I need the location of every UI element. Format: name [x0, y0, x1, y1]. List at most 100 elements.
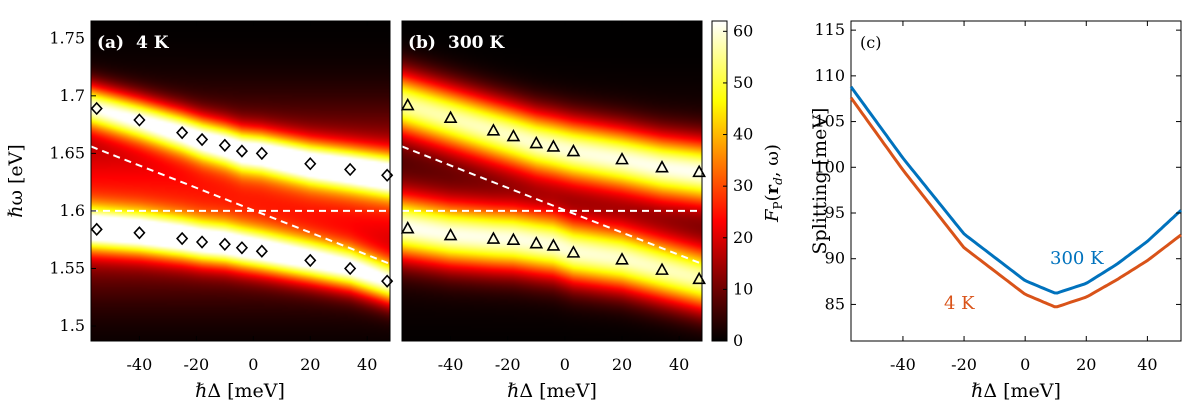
colorbar-tick-label: 40 — [733, 125, 753, 144]
y-tick-label: 1.6 — [60, 201, 85, 220]
x-tick-label: -40 — [127, 355, 153, 374]
marker-lower — [235, 241, 249, 255]
marker-lower — [400, 221, 415, 234]
dashed-lines-b — [401, 145, 703, 265]
colorbar-tick-label: 0 — [733, 331, 743, 350]
y-axis-label-a: ℏω [eV] — [5, 144, 27, 218]
marker-lower — [304, 253, 317, 268]
panel-title-b: 300 K — [448, 33, 505, 53]
x-tick-label: -20 — [951, 355, 977, 374]
x-tick-label: -40 — [890, 355, 916, 374]
x-tick-label: -20 — [183, 355, 209, 374]
marker-lower — [90, 222, 103, 237]
colorbar-label: FP(rd, ω) — [762, 144, 785, 223]
panel-label-c: (c) — [860, 33, 881, 52]
y-tick-label: 115 — [814, 20, 845, 39]
x-ticks-c: -40 -20 0 20 40 — [890, 21, 1158, 374]
marker-upper — [615, 151, 629, 165]
colorbar-tick-label: 50 — [733, 73, 753, 92]
x-tick-label: 20 — [1076, 355, 1096, 374]
marker-lower — [506, 232, 521, 246]
marker-lower — [176, 231, 189, 246]
x-ticks-b: -40 -20 0 20 40 — [438, 21, 689, 374]
marker-upper — [235, 144, 249, 158]
series-line-300k — [849, 85, 1183, 295]
marker-lower — [486, 231, 501, 244]
marker-lower — [255, 244, 268, 258]
x-tick-label: 0 — [560, 355, 570, 374]
dashed-line-diagonal — [401, 145, 703, 265]
heatmap-b-image — [402, 21, 702, 341]
marker-upper — [566, 143, 581, 157]
marker-upper — [400, 97, 415, 111]
x-axis-label-c: ℏΔ [meV] — [971, 380, 1061, 402]
y-tick-label: 1.75 — [49, 28, 85, 47]
series-label-4k: 4 K — [944, 293, 975, 314]
panel-label-b: (b) — [408, 33, 436, 53]
axes-frame-b — [401, 20, 703, 342]
marker-upper — [546, 139, 561, 152]
panel-title-a: 4 K — [136, 33, 170, 53]
marker-upper — [655, 160, 669, 173]
marker-upper — [133, 113, 146, 127]
marker-lower — [529, 235, 544, 249]
marker-upper — [529, 135, 544, 149]
x-axis-label-a: ℏΔ [meV] — [195, 380, 285, 402]
marker-lower — [344, 261, 357, 276]
marker-upper — [90, 101, 103, 116]
marker-lower — [195, 235, 209, 249]
marker-upper — [195, 132, 209, 147]
x-tick-label: 40 — [669, 355, 689, 374]
marker-lower — [133, 226, 146, 240]
y-tick-label: 95 — [825, 203, 845, 222]
y-tick-label: 1.7 — [60, 86, 85, 105]
lines-c — [849, 85, 1183, 309]
colorbar-gradient — [711, 20, 728, 342]
colorbar-tick-label: 30 — [733, 176, 753, 195]
colorbar-ticks: 0 10 20 30 40 50 60 — [723, 21, 753, 350]
marker-upper — [443, 110, 458, 123]
y-tick-label: 85 — [825, 294, 845, 313]
colorbar-tick-label: 60 — [733, 21, 753, 40]
x-tick-label: 40 — [1137, 355, 1157, 374]
panel-c: (c) 300 K 4 K -40 -20 0 20 40 85 90 95 100 105 11… — [809, 20, 1183, 402]
marker-upper — [486, 123, 501, 136]
y-tick-label: 1.55 — [49, 258, 85, 277]
marker-upper — [344, 162, 357, 177]
marker-lower — [566, 245, 581, 258]
marker-upper — [176, 125, 189, 140]
y-ticks-c: 85 90 95 100 105 110 115 — [814, 20, 1181, 313]
y-tick-label: 1.65 — [49, 143, 85, 162]
marker-lower — [615, 252, 629, 265]
marker-upper — [506, 128, 521, 142]
marker-upper — [218, 138, 231, 153]
x-tick-label: 40 — [357, 355, 377, 374]
colorbar: 0 10 20 30 40 50 60 FP(rd, ω) — [711, 20, 785, 350]
y-tick-label: 100 — [814, 157, 845, 176]
colorbar-tick-label: 10 — [733, 279, 753, 298]
series-label-300k: 300 K — [1050, 248, 1104, 269]
x-tick-label: 20 — [300, 355, 320, 374]
panel-b: (b) 300 K -40 -20 0 20 40 ℏΔ [meV] — [400, 20, 706, 402]
marker-lower — [218, 237, 231, 251]
marker-lower — [546, 238, 561, 251]
y-tick-label: 110 — [814, 66, 845, 85]
series-line-4k — [849, 96, 1182, 309]
y-axis-label-c: Splitting [meV] — [809, 108, 831, 255]
markers-b — [400, 97, 706, 285]
axes-frame-a — [90, 20, 391, 342]
marker-lower — [443, 227, 458, 241]
y-tick-label: 1.5 — [60, 316, 85, 335]
x-tick-label: 0 — [1020, 355, 1030, 374]
dashed-lines-a — [90, 145, 391, 265]
marker-lower — [655, 262, 669, 275]
x-tick-label: -40 — [438, 355, 464, 374]
x-ticks-a: -40 -20 0 20 40 — [127, 21, 377, 374]
marker-upper — [304, 157, 317, 171]
markers-a — [90, 101, 394, 288]
colorbar-tick-label: 20 — [733, 228, 753, 247]
marker-upper — [255, 146, 268, 161]
x-axis-label-b: ℏΔ [meV] — [507, 380, 597, 402]
y-ticks-a: 1.5 1.55 1.6 1.65 1.7 1.75 — [49, 28, 96, 335]
